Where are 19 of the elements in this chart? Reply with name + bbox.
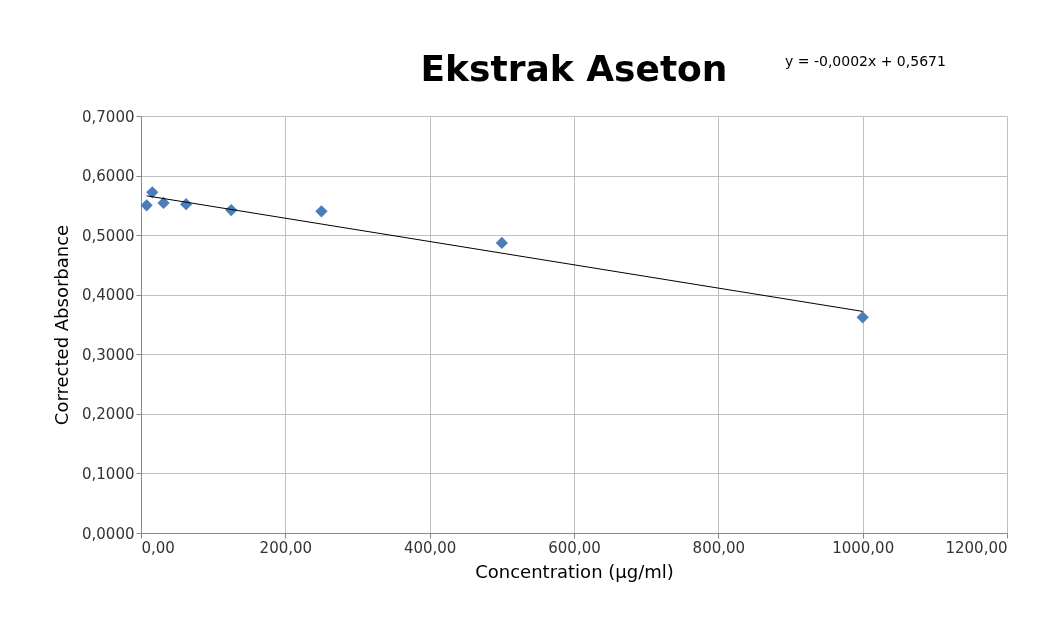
y-tick-label: 0,0000 (82, 524, 135, 543)
x-tick-label: 600,00 (548, 538, 601, 557)
y-tick-label: 0,2000 (82, 405, 135, 424)
y-tick-label: 0,7000 (82, 107, 135, 126)
chart-title: Ekstrak Aseton (420, 48, 728, 89)
y-tick-label: 0,3000 (82, 345, 135, 364)
x-tick-label: 200,00 (259, 538, 313, 557)
y-tick-label: 0,6000 (82, 167, 135, 186)
y-tick-label: 0,5000 (82, 226, 135, 245)
x-tick-label: 800,00 (692, 538, 746, 557)
y-axis-title: Corrected Absorbance (51, 224, 73, 426)
y-tick-label: 0,1000 (82, 464, 135, 483)
x-tick-label: 400,00 (403, 538, 457, 557)
text: y = -0,0002x + 0,5671 (785, 53, 946, 69)
x-tick-label: 1200,00 (945, 538, 1008, 557)
x-axis-title: Concentration (µg/ml) (475, 560, 674, 582)
x-tick-label: 0,00 (141, 538, 175, 557)
x-tick-label: 1000,00 (832, 538, 895, 557)
y-tick-label: 0,4000 (82, 286, 135, 305)
